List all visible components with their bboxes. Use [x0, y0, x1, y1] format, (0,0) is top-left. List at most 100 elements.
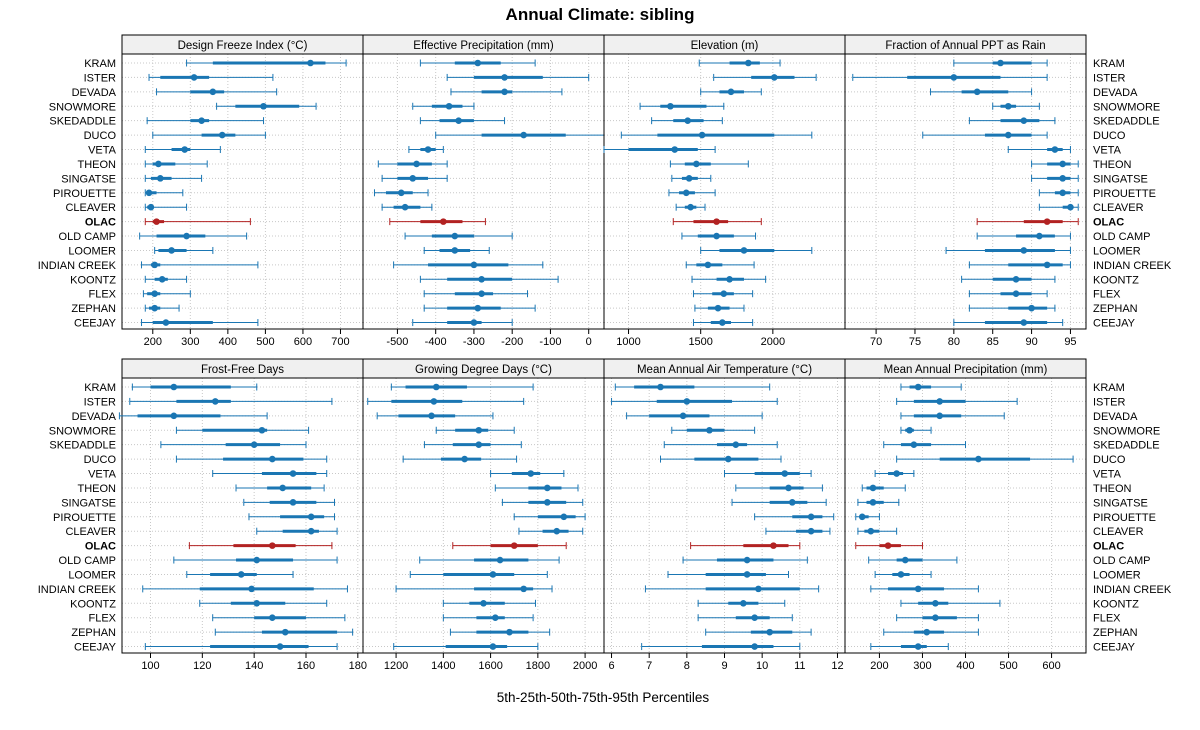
site-label-left: LOOMER	[68, 245, 116, 257]
x-tick-label: -300	[463, 336, 485, 348]
site-label-left: KRAM	[84, 382, 116, 394]
median-point-snowmore	[475, 426, 483, 434]
site-label-right: PIROUETTE	[1093, 188, 1156, 200]
median-point-zephan	[151, 304, 158, 312]
site-label-right: SINGATSE	[1093, 497, 1148, 509]
median-point-kram	[170, 383, 178, 391]
median-point-olac	[884, 542, 892, 549]
median-point-kram	[914, 383, 922, 391]
x-tick-label: 400	[219, 336, 237, 348]
median-point-koontz	[726, 276, 733, 283]
median-point-theon	[279, 484, 286, 492]
median-point-cleaver	[307, 527, 315, 535]
panel-frame-frost-free-days	[121, 377, 364, 654]
site-label-left: OLAC	[85, 541, 116, 553]
x-tick-label: 0	[586, 336, 592, 348]
site-label-left: ZEPHAN	[71, 303, 116, 315]
median-point-devada	[428, 412, 435, 420]
median-point-ister	[683, 398, 691, 405]
site-label-right: DUCO	[1093, 130, 1126, 142]
site-label-right: THEON	[1093, 159, 1132, 171]
x-tick-label: 1200	[384, 660, 408, 672]
median-point-ceejay	[719, 319, 726, 326]
median-point-singatse	[289, 499, 297, 506]
median-point-duco	[269, 455, 276, 463]
x-tick-label: 600	[1042, 660, 1060, 672]
median-point-koontz	[253, 600, 261, 607]
median-point-devada	[679, 412, 687, 420]
median-point-veta	[893, 470, 900, 477]
site-label-left: CEEJAY	[74, 642, 117, 654]
site-label-right: VETA	[1093, 145, 1122, 157]
median-point-indian-creek	[914, 585, 922, 593]
chart-body: Design Freeze Index (°C) 200 300 400 500 600 7…	[38, 34, 1172, 672]
median-point-cleaver	[687, 203, 694, 211]
site-label-right: ZEPHAN	[1093, 627, 1138, 639]
site-label-left: ISTER	[84, 72, 116, 84]
site-label-right: KOONTZ	[1093, 274, 1139, 286]
median-point-cleaver	[807, 527, 815, 535]
median-point-old-camp	[743, 556, 751, 564]
median-point-theon	[869, 484, 877, 492]
x-tick-label: 180	[349, 660, 367, 672]
site-label-right: SKEDADDLE	[1093, 116, 1160, 128]
site-label-right: PIROUETTE	[1093, 512, 1156, 524]
site-label-right: CEEJAY	[1093, 318, 1136, 330]
median-point-ister	[211, 398, 219, 405]
median-point-ister	[430, 398, 438, 405]
site-label-right: OLD CAMP	[1093, 231, 1150, 243]
median-point-loomer	[897, 571, 905, 578]
median-point-snowmore	[706, 426, 713, 434]
median-point-koontz	[480, 600, 487, 607]
median-point-theon	[413, 160, 420, 168]
median-point-theon	[785, 484, 792, 492]
x-tick-label: 1500	[688, 336, 712, 348]
median-point-olac	[269, 542, 276, 549]
median-point-duco	[218, 131, 226, 139]
median-point-ceejay	[470, 319, 478, 326]
median-point-koontz	[740, 600, 747, 607]
median-point-flex	[932, 614, 939, 622]
median-point-cleaver	[401, 203, 409, 211]
x-tick-label: -400	[425, 336, 447, 348]
median-point-flex	[751, 614, 758, 622]
site-label-left: CEEJAY	[74, 318, 117, 330]
median-point-pirouette	[682, 189, 690, 197]
x-tick-label: 7	[646, 660, 652, 672]
median-point-pirouette	[1059, 189, 1066, 197]
median-point-loomer	[743, 571, 751, 578]
x-tick-label: 1000	[616, 336, 640, 348]
panel-frame-design-freeze-index-c	[121, 53, 364, 330]
site-label-right: SINGATSE	[1093, 173, 1148, 185]
median-point-loomer	[489, 571, 497, 578]
site-label-right: KOONTZ	[1093, 598, 1139, 610]
site-label-left: INDIAN CREEK	[38, 584, 117, 596]
x-tick-label: 1600	[478, 660, 502, 672]
x-tick-label: 300	[181, 336, 199, 348]
x-tick-label: 500	[256, 336, 274, 348]
median-point-indian-creek	[704, 261, 712, 269]
site-label-left: DEVADA	[72, 87, 117, 99]
site-label-right: FLEX	[1093, 613, 1121, 625]
median-point-veta	[781, 470, 789, 477]
x-tick-label: 10	[756, 660, 768, 672]
median-point-pirouette	[807, 513, 815, 521]
site-label-right: FLEX	[1093, 289, 1121, 301]
median-point-ceejay	[1020, 319, 1028, 326]
site-label-left: KRAM	[84, 58, 116, 70]
site-label-left: DUCO	[84, 130, 117, 142]
site-label-left: CLEAVER	[65, 526, 116, 538]
median-point-old-camp	[1036, 232, 1043, 240]
site-label-right: DEVADA	[1093, 87, 1138, 99]
site-label-right: ZEPHAN	[1093, 303, 1138, 315]
median-point-snowmore	[667, 102, 674, 110]
site-label-left: INDIAN CREEK	[38, 260, 117, 272]
panel-frame-elevation-m	[603, 53, 846, 330]
site-label-left: SNOWMORE	[49, 425, 116, 437]
x-tick-label: 160	[297, 660, 315, 672]
median-point-zephan	[506, 628, 513, 636]
median-point-kram	[657, 383, 664, 391]
median-point-old-camp	[496, 556, 504, 564]
median-point-old-camp	[901, 556, 909, 564]
